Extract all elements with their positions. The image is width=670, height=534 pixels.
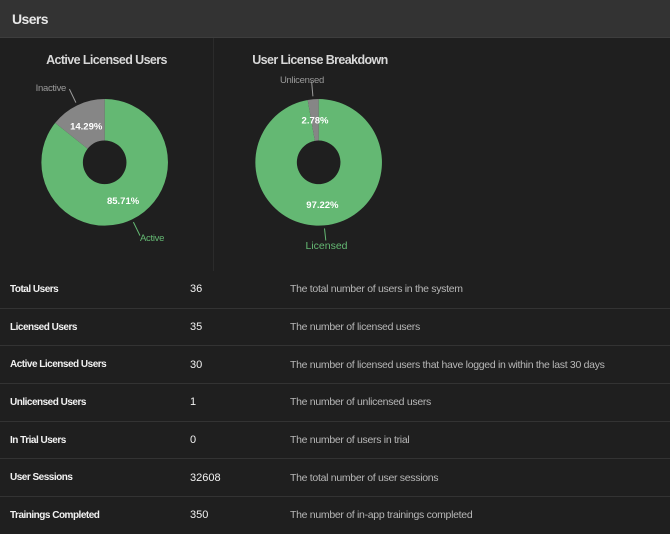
svg-text:2.78%: 2.78% — [302, 116, 329, 127]
svg-text:Active: Active — [140, 233, 164, 244]
svg-text:85.71%: 85.71% — [107, 196, 140, 207]
svg-text:Unlicensed: Unlicensed — [280, 75, 324, 86]
svg-text:97.22%: 97.22% — [306, 200, 339, 211]
svg-text:14.29%: 14.29% — [70, 122, 103, 133]
svg-text:Inactive: Inactive — [36, 83, 66, 94]
svg-text:Licensed: Licensed — [305, 240, 347, 252]
